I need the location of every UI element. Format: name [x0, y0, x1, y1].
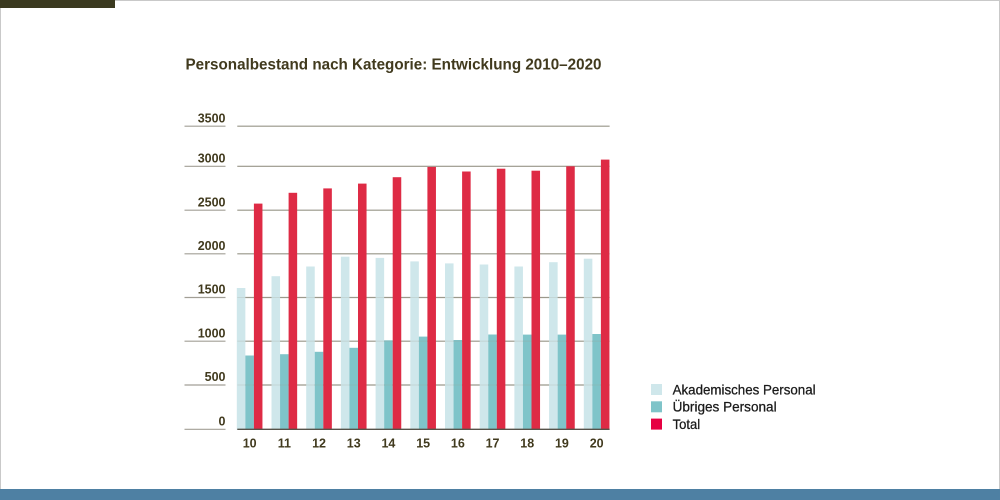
svg-text:3000: 3000: [198, 151, 226, 165]
svg-text:16: 16: [451, 436, 465, 450]
svg-text:500: 500: [205, 370, 226, 384]
svg-text:18: 18: [520, 436, 534, 450]
svg-text:Übriges Personal: Übriges Personal: [673, 398, 777, 415]
svg-text:2000: 2000: [198, 239, 226, 253]
svg-text:14: 14: [381, 436, 395, 450]
svg-text:Personalbestand nach Kategorie: Personalbestand nach Kategorie: Entwickl…: [186, 56, 602, 73]
svg-text:11: 11: [278, 436, 291, 450]
svg-text:2500: 2500: [198, 195, 226, 209]
svg-text:19: 19: [555, 436, 569, 450]
svg-text:10: 10: [243, 436, 257, 450]
svg-text:3500: 3500: [198, 111, 226, 125]
svg-text:13: 13: [347, 436, 361, 450]
svg-text:0: 0: [219, 414, 226, 428]
svg-text:20: 20: [590, 436, 604, 450]
svg-text:Total: Total: [673, 416, 701, 432]
svg-text:Akademisches Personal: Akademisches Personal: [673, 381, 816, 397]
svg-text:1500: 1500: [198, 283, 226, 297]
svg-text:17: 17: [486, 436, 500, 450]
svg-text:15: 15: [416, 436, 430, 450]
svg-text:12: 12: [312, 436, 326, 450]
svg-text:1000: 1000: [198, 326, 226, 340]
